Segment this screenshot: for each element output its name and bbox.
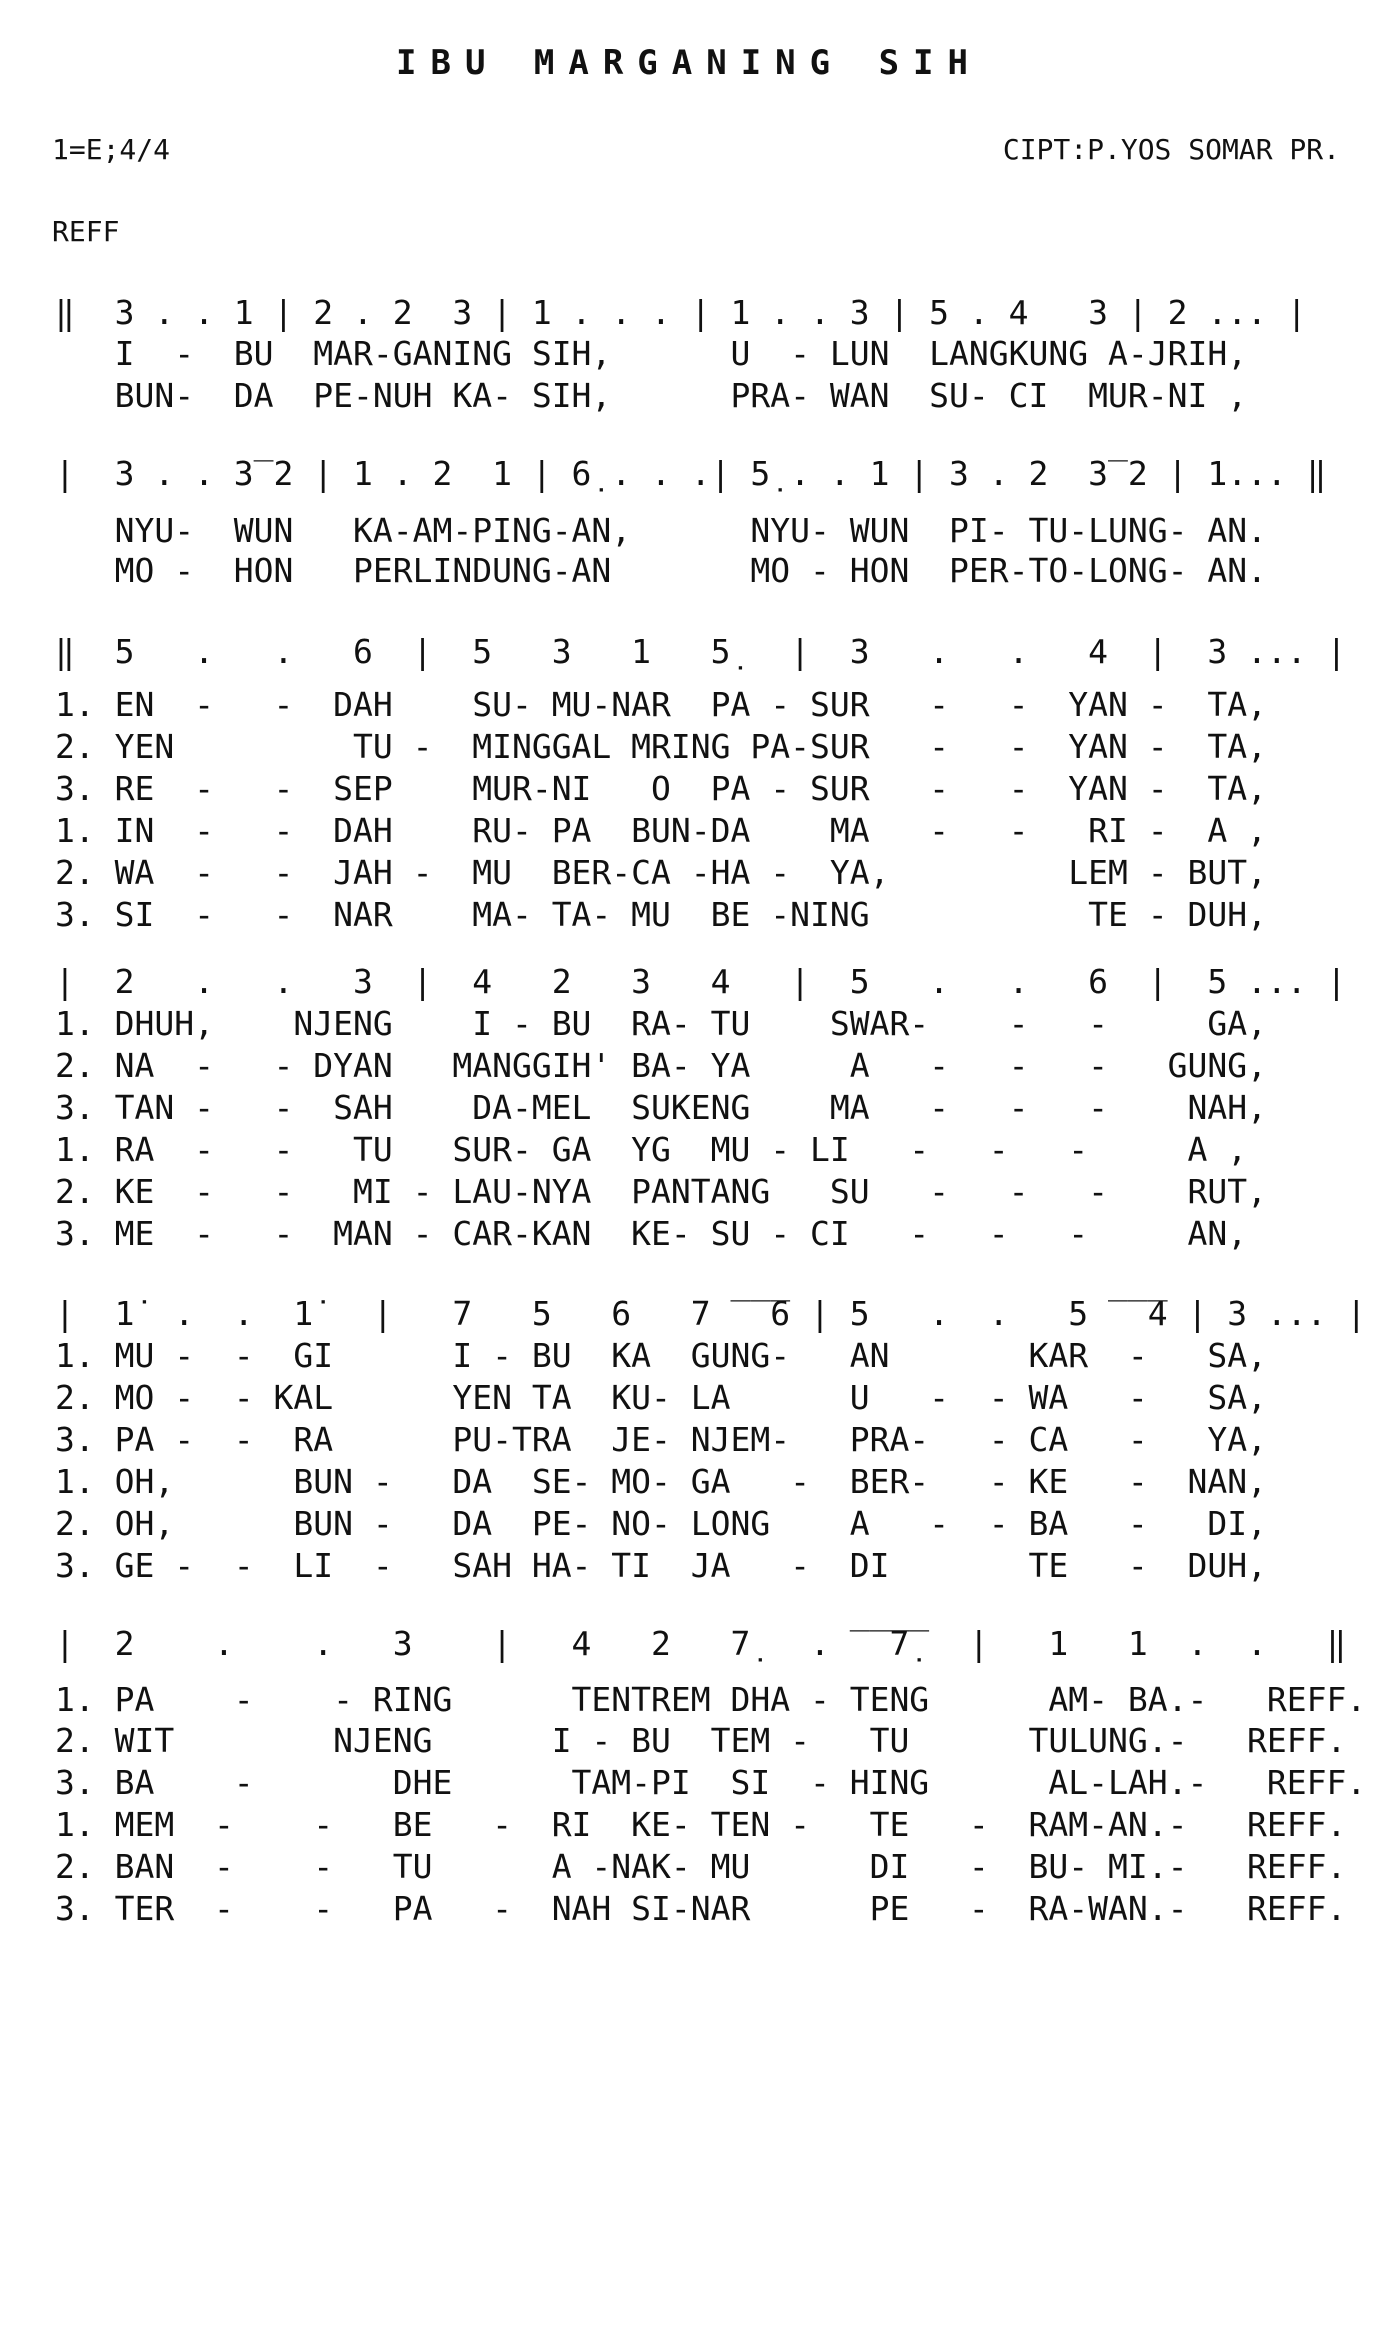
lyric-line: 3. TER - - PA - NAH SI-NAR PE - RA-WAN.-…	[55, 1889, 1347, 1928]
lyric-line: NYU- WUN KA-AM-PING-AN, NYU- WUN PI- TU-…	[55, 511, 1267, 550]
notation-line: | 1̇ . . 1̇ | 7 5 6 7 ̅ ̅ ̅6 | 5 . . 5 ̅…	[55, 1294, 1367, 1333]
lyric-line: 3. SI - - NAR MA- TA- MU BE -NING TE - D…	[55, 895, 1267, 934]
section-label: REFF	[52, 215, 120, 248]
song-title: IBU MARGANING SIH	[396, 43, 982, 83]
lyric-line: 2. MO - - KAL YEN TA KU- LA U - - WA - S…	[55, 1378, 1267, 1417]
key-signature: 1=E;4/4	[52, 133, 171, 166]
lyric-line: 2. WIT NJENG I - BU TEM - TU TULUNG.- RE…	[55, 1721, 1347, 1760]
lyric-line: 2. BAN - - TU A -NAK- MU DI - BU- MI.- R…	[55, 1847, 1347, 1886]
lyric-line: 3. RE - - SEP MUR-NI O PA - SUR - - YAN …	[55, 769, 1267, 808]
lyric-line: 1. IN - - DAH RU- PA BUN-DA MA - - RI - …	[55, 811, 1267, 850]
lyric-line: 3. GE - - LI - SAH HA- TI JA - DI TE - D…	[55, 1546, 1267, 1585]
lyric-line: 3. TAN - - SAH DA-MEL SUKENG MA - - - NA…	[55, 1088, 1267, 1127]
notation-line: | 2 . . 3 | 4 2 7̣ . ̅ ̅ ̅7̣̅ | 1 1 . . …	[55, 1624, 1347, 1663]
notation-line: | 3 . . 3̅ 2 | 1 . 2 1 | 6̣ . . .| 5̣ . …	[55, 454, 1327, 493]
lyric-line: 1. MU - - GI I - BU KA GUNG- AN KAR - SA…	[55, 1336, 1267, 1375]
lyric-line: 2. OH, BUN - DA PE- NO- LONG A - - BA - …	[55, 1504, 1267, 1543]
lyric-line: 1. PA - - RING TENTREM DHA - TENG AM- BA…	[55, 1680, 1367, 1719]
lyric-line: 2. YEN TU - MINGGAL MRING PA-SUR - - YAN…	[55, 727, 1267, 766]
notation-line: | 2 . . 3 | 4 2 3 4 | 5 . . 6 | 5 ... |	[55, 962, 1347, 1001]
composer-credit: CIPT:P.YOS SOMAR PR.	[1002, 133, 1340, 166]
lyric-line: 2. KE - - MI - LAU-NYA PANTANG SU - - - …	[55, 1172, 1267, 1211]
lyric-line: MO - HON PERLINDUNG-AN MO - HON PER-TO-L…	[55, 551, 1267, 590]
lyric-line: I - BU MAR-GANING SIH, U - LUN LANGKUNG …	[55, 334, 1248, 373]
lyric-line: 2. NA - - DYAN MANGGIH' BA- YA A - - - G…	[55, 1046, 1267, 1085]
lyric-line: 3. ME - - MAN - CAR-KAN KE- SU - CI - - …	[55, 1214, 1248, 1253]
notation-line: ‖ 5 . . 6 | 5 3 1 5̣ | 3 . . 4 | 3 ... |	[55, 632, 1347, 671]
lyric-line: BUN- DA PE-NUH KA- SIH, PRA- WAN SU- CI …	[55, 376, 1248, 415]
lyric-line: 3. PA - - RA PU-TRA JE- NJEM- PRA- - CA …	[55, 1420, 1267, 1459]
lyric-line: 1. MEM - - BE - RI KE- TEN - TE - RAM-AN…	[55, 1805, 1347, 1844]
lyric-line: 3. BA - DHE TAM-PI SI - HING AL-LAH.- RE…	[55, 1763, 1367, 1802]
notation-line: ‖ 3 . . 1 | 2 . 2 3 | 1 . . . | 1 . . 3 …	[55, 293, 1307, 332]
lyric-line: 1. RA - - TU SUR- GA YG MU - LI - - - A …	[55, 1130, 1248, 1169]
lyric-line: 1. OH, BUN - DA SE- MO- GA - BER- - KE -…	[55, 1462, 1267, 1501]
lyric-line: 1. EN - - DAH SU- MU-NAR PA - SUR - - YA…	[55, 685, 1267, 724]
lyric-line: 1. DHUH, NJENG I - BU RA- TU SWAR- - - G…	[55, 1004, 1267, 1043]
lyric-line: 2. WA - - JAH - MU BER-CA -HA - YA, LEM …	[55, 853, 1267, 892]
